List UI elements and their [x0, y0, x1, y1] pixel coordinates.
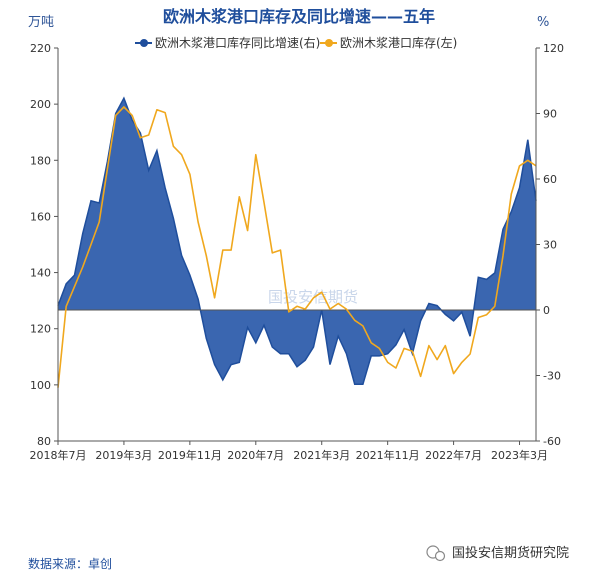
plot-area: 国投安信期货 80 100 120 140 160 180 200 220 -60 -30 0 30…: [30, 42, 565, 462]
legend: 欧洲木浆港口库存同比增速(右) 欧洲木浆港口库存(左): [135, 35, 457, 50]
brand-text: 国投安信期货研究院: [452, 545, 569, 561]
left-tick-label: 80: [37, 435, 51, 448]
legend-label-growth: 欧洲木浆港口库存同比增速(右): [155, 35, 320, 50]
data-source: 数据来源：卓创: [28, 556, 112, 571]
left-tick-label: 120: [30, 323, 51, 336]
legend-marker-growth: [140, 39, 148, 47]
x-tick-label: 2021年11月: [356, 448, 420, 462]
watermark: 国投安信期货: [268, 288, 358, 306]
legend-item-stock: 欧洲木浆港口库存(左): [320, 35, 457, 50]
right-tick-label: 60: [543, 173, 557, 186]
left-tick-label: 180: [30, 154, 51, 167]
x-axis: 2018年7月 2019年3月 2019年11月 2020年7月 2021年3月 2021…: [30, 441, 548, 462]
left-tick-label: 100: [30, 379, 51, 392]
series-stock-line: [57, 106, 537, 388]
x-tick-label: 2018年7月: [30, 448, 87, 462]
x-tick-label: 2023年3月: [491, 448, 548, 462]
x-tick-label: 2019年3月: [95, 448, 152, 462]
right-tick-label: -60: [543, 435, 561, 448]
brand: 国投安信期货研究院: [426, 545, 569, 562]
x-tick-label: 2022年7月: [425, 448, 482, 462]
chart-title: 欧洲木浆港口库存及同比增速——五年: [163, 7, 435, 26]
x-tick-label: 2021年3月: [293, 448, 350, 462]
legend-label-stock: 欧洲木浆港口库存(左): [340, 35, 457, 50]
left-tick-label: 140: [30, 267, 51, 280]
right-axis-unit: %: [537, 15, 549, 30]
right-tick-label: 90: [543, 108, 557, 121]
left-axis-unit: 万吨: [28, 15, 54, 30]
right-tick-label: 0: [543, 304, 550, 317]
x-tick-label: 2020年7月: [227, 448, 284, 462]
right-tick-label: 30: [543, 239, 557, 252]
left-tick-label: 160: [30, 210, 51, 223]
series-growth-area: [58, 98, 536, 385]
left-axis: 80 100 120 140 160 180 200 220: [30, 42, 58, 448]
right-axis: -60 -30 0 30 60 90 120: [536, 42, 564, 448]
legend-marker-stock: [325, 39, 333, 47]
right-tick-label: 120: [543, 42, 564, 55]
left-tick-label: 200: [30, 98, 51, 111]
left-tick-label: 220: [30, 42, 51, 55]
legend-item-growth: 欧洲木浆港口库存同比增速(右): [135, 35, 320, 50]
x-tick-label: 2019年11月: [158, 448, 222, 462]
right-tick-label: -30: [543, 370, 561, 383]
